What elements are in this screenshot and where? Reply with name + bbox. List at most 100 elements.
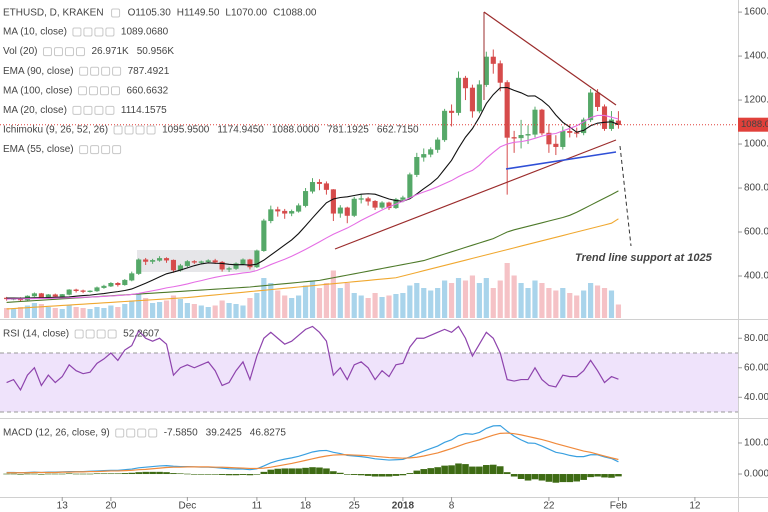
candle-body: [414, 156, 420, 175]
histogram-bar: [274, 468, 282, 475]
volume-bar: [553, 290, 559, 318]
legend-icon: [124, 125, 134, 135]
candle-body: [184, 261, 190, 266]
histogram-bar: [434, 467, 441, 475]
legend-name: MA (100, close): [3, 85, 72, 96]
volume-bar: [233, 304, 239, 318]
legend-icon: [113, 125, 123, 135]
candle-body: [219, 261, 225, 270]
ohlc-value: C1088.00: [273, 8, 317, 19]
histogram-bar: [267, 469, 275, 475]
volume-bar: [309, 280, 316, 318]
volume-bar: [177, 299, 184, 318]
volume-bar: [351, 293, 357, 318]
candle-body: [525, 134, 531, 136]
histogram-bar: [545, 474, 553, 482]
histogram-bar: [337, 472, 344, 475]
legend-name: MACD (12, 26, close, 9): [3, 428, 110, 439]
volume-bar: [94, 307, 100, 318]
histogram-bar: [38, 474, 45, 475]
volume-bar: [442, 280, 448, 318]
volume-bar: [574, 295, 580, 318]
candle-body: [483, 56, 489, 85]
y-tick-label: 1000.00: [744, 139, 768, 150]
volume-bar: [122, 304, 128, 318]
histogram-bar: [343, 474, 351, 475]
legend-icon: [83, 105, 93, 115]
volume-bar: [400, 293, 406, 318]
volume-bar: [386, 295, 392, 318]
histogram-bar: [406, 473, 414, 475]
histogram-bar: [462, 464, 469, 475]
volume-bar: [240, 305, 246, 318]
candle-body: [372, 200, 378, 208]
volume-bar: [275, 290, 281, 318]
legend-value: 46.8275: [250, 428, 287, 439]
volume-bar: [407, 285, 413, 318]
candle-body: [442, 110, 448, 141]
histogram-bar: [45, 473, 52, 475]
price-tag-label: 1088.00: [741, 119, 768, 130]
histogram-bar: [24, 473, 31, 475]
legend-icon: [94, 105, 104, 115]
volume-bar: [421, 288, 427, 318]
candle-body: [476, 84, 482, 112]
candle-body: [504, 82, 510, 138]
volume-bar: [337, 288, 343, 318]
legend-icon: [112, 66, 122, 76]
candle-body: [518, 134, 524, 139]
volume-bar: [330, 270, 336, 318]
legend-icon: [105, 105, 115, 115]
candle-body: [254, 250, 260, 268]
candle-body: [407, 174, 413, 198]
histogram-bar: [260, 471, 268, 475]
candle-body: [261, 220, 267, 251]
candle-body: [421, 154, 427, 158]
volume-bar: [143, 298, 149, 318]
candle-body: [157, 258, 163, 261]
volume-bar: [588, 283, 594, 318]
volume-bar: [38, 304, 44, 318]
legend-icon: [146, 125, 156, 135]
volume-bar: [379, 297, 385, 318]
legend-name: RSI (14, close): [3, 329, 69, 340]
legend-name: EMA (90, close): [3, 66, 74, 77]
volume-bar: [101, 308, 107, 318]
histogram-bar: [93, 473, 101, 475]
candle-body: [129, 273, 135, 281]
histogram-bar: [413, 470, 421, 475]
histogram-bar: [288, 468, 295, 475]
histogram-bar: [559, 474, 567, 483]
candle-body: [115, 283, 121, 286]
candle-body: [108, 283, 114, 287]
histogram-bar: [587, 474, 594, 478]
volume-bar: [4, 308, 10, 318]
projection-line: [619, 145, 632, 247]
candle-body: [143, 259, 149, 262]
legend-icon: [107, 329, 117, 339]
legend-value: 1088.0000: [272, 125, 320, 136]
histogram-bar: [427, 468, 435, 475]
candle-body: [358, 198, 364, 200]
volume-bar: [226, 303, 232, 318]
candle-body: [289, 211, 295, 214]
volume-bar: [316, 288, 323, 318]
legend-value: 50.956K: [137, 46, 175, 57]
channel-line: [505, 151, 617, 170]
volume-bar: [31, 303, 38, 318]
indicator-line: [6, 432, 619, 474]
volume-bar: [344, 283, 350, 318]
volume-bar: [567, 293, 573, 318]
candle-body: [268, 209, 274, 222]
histogram-bar: [601, 474, 608, 478]
candle-body: [303, 191, 309, 206]
candle-body: [296, 205, 302, 212]
candle-body: [73, 289, 79, 291]
candle-body: [365, 198, 371, 202]
histogram-bar: [448, 465, 455, 475]
volume-bar: [87, 309, 93, 318]
candle-body: [490, 56, 496, 64]
legend-icon: [83, 27, 93, 37]
